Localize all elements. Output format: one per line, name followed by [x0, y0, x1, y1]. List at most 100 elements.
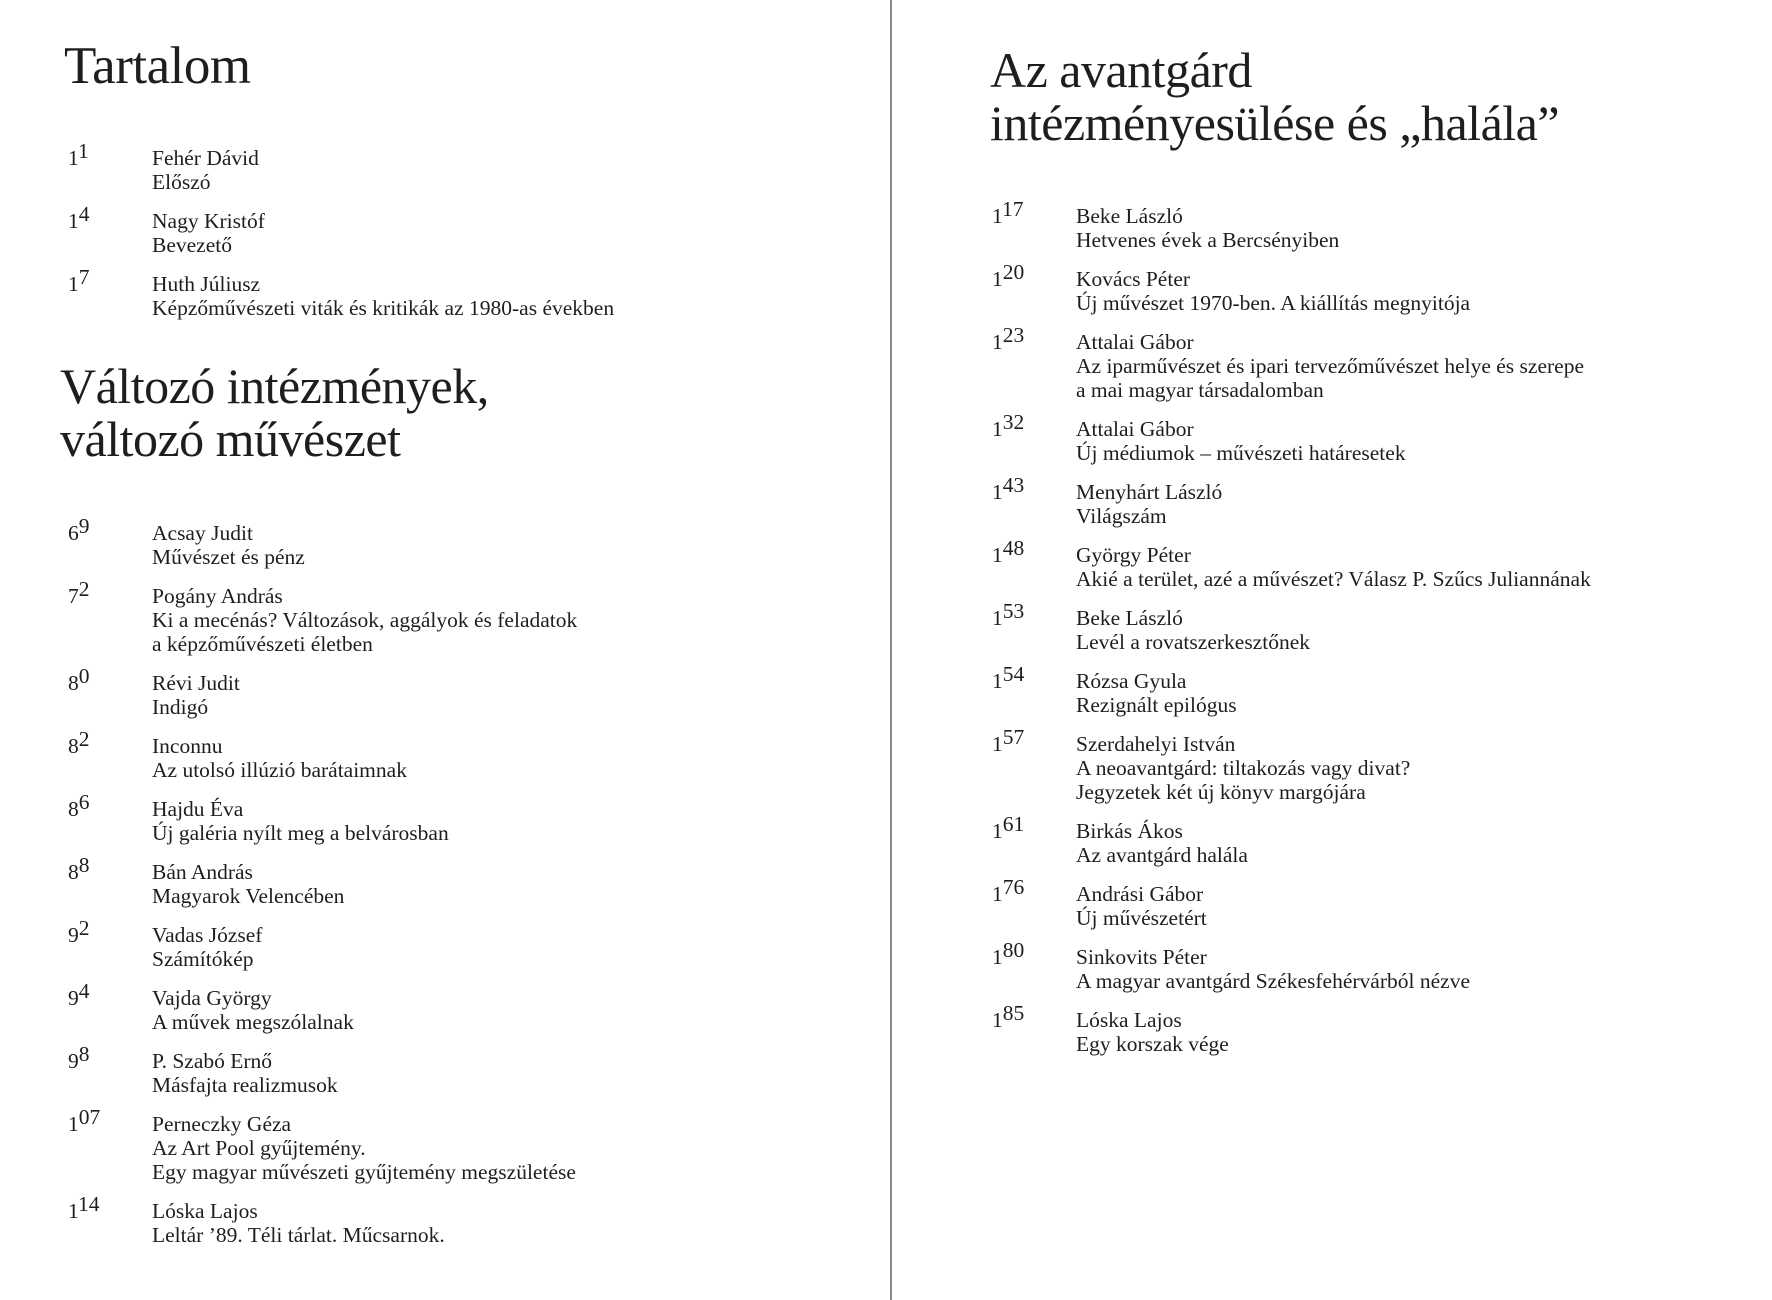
intro-entries: 11 Fehér Dávid Előszó 14 Nagy Kristóf Bevezet…: [66, 139, 614, 335]
toc-entry: 114 Lóska Lajos Leltár ’89. Téli tárlat. M…: [66, 1192, 577, 1247]
entry-author: Acsay Judit: [152, 521, 253, 545]
entry-title: Az Art Pool gyűjtemény.: [152, 1136, 366, 1160]
toc-entry: 82 Inconnu Az utolsó illúzió barátaimnak: [66, 727, 577, 782]
entry-author: Menyhárt László: [1076, 480, 1223, 504]
section2-entries: 117 Beke László Hetvenes évek a Bercsényib…: [990, 197, 1591, 1071]
entry-author: Huth Júliusz: [152, 272, 261, 296]
toc-entry: 88 Bán András Magyarok Velencében: [66, 853, 577, 908]
entry-author: Lóska Lajos: [152, 1199, 258, 1223]
page-number: 80: [68, 664, 90, 695]
entry-author: Pogány András: [152, 584, 283, 608]
page-number: 161: [992, 812, 1025, 843]
entry-title: Új művészet 1970-ben. A kiállítás megnyi…: [1076, 291, 1471, 315]
entry-title: Egy korszak vége: [1076, 1032, 1229, 1056]
page-number: 88: [68, 853, 90, 884]
toc-entry: 69 Acsay Judit Művészet és pénz: [66, 514, 577, 569]
entry-author: Sinkovits Péter: [1076, 945, 1207, 969]
entry-title: Magyarok Velencében: [152, 884, 345, 908]
page-number: 117: [992, 197, 1024, 228]
page-number: 107: [68, 1105, 101, 1136]
page-number: 120: [992, 260, 1025, 291]
entry-title: Ki a mecénás? Változások, aggályok és fe…: [152, 608, 578, 632]
page-number: 180: [992, 938, 1025, 969]
toc-entry: 176 Andrási Gábor Új művészetért: [990, 875, 1591, 930]
entry-title: Indigó: [152, 695, 209, 719]
entry-author: Vadas József: [152, 923, 263, 947]
section-title: Változó intézmények, változó művészet: [60, 360, 489, 466]
entry-title: Új művészetért: [1076, 906, 1207, 930]
page-number: 123: [992, 323, 1025, 354]
contents-title: Tartalom: [64, 37, 251, 95]
toc-entry: 86 Hajdu Éva Új galéria nyílt meg a belvár…: [66, 790, 577, 845]
entry-title: Előszó: [152, 170, 211, 194]
section1-entries: 69 Acsay Judit Művészet és pénz 72 Pogány An…: [66, 514, 578, 1262]
entry-author: Birkás Ákos: [1076, 819, 1183, 843]
toc-entry: 17 Huth Júliusz Képzőművészeti viták és kr…: [66, 265, 614, 320]
entry-author: Beke László: [1076, 204, 1183, 228]
page-gutter-divider: [890, 0, 892, 1300]
section-title-line: intézményesülése és „halála”: [990, 95, 1560, 151]
entry-title: a mai magyar társadalomban: [1076, 378, 1324, 402]
entry-author: Attalai Gábor: [1076, 417, 1194, 441]
entry-title: A művek megszólalnak: [152, 1010, 354, 1034]
page-number: 14: [68, 202, 90, 233]
toc-entry: 185 Lóska Lajos Egy korszak vége: [990, 1001, 1591, 1056]
page-number: 94: [68, 979, 90, 1010]
page-number: 72: [68, 577, 90, 608]
toc-entry: 117 Beke László Hetvenes évek a Bercsényib…: [990, 197, 1591, 252]
entry-title: Akié a terület, azé a művészet? Válasz P…: [1076, 567, 1591, 591]
toc-entry: 98 P. Szabó Ernő Másfajta realizmusok: [66, 1042, 577, 1097]
toc-entry: 92 Vadas József Számítókép: [66, 916, 577, 971]
page-number: 86: [68, 790, 90, 821]
toc-entry: 120 Kovács Péter Új művészet 1970-ben. A k…: [990, 260, 1591, 315]
entry-author: Fehér Dávid: [152, 146, 259, 170]
entry-author: Beke László: [1076, 606, 1183, 630]
entry-title: Levél a rovatszerkesztőnek: [1076, 630, 1310, 654]
entry-title: Másfajta realizmusok: [152, 1073, 338, 1097]
entry-title: Jegyzetek két új könyv margójára: [1076, 780, 1366, 804]
page-number: 98: [68, 1042, 90, 1073]
toc-entry: 148 György Péter Akié a terület, azé a műv…: [990, 536, 1591, 591]
entry-author: Perneczky Géza: [152, 1112, 292, 1136]
entry-title: A magyar avantgárd Székesfehérvárból néz…: [1076, 969, 1470, 993]
toc-entry: 180 Sinkovits Péter A magyar avantgárd Szé…: [990, 938, 1591, 993]
entry-title: Új médiumok – művészeti határesetek: [1076, 441, 1406, 465]
toc-entry: 94 Vajda György A művek megszólalnak: [66, 979, 577, 1034]
toc-entry: 80 Révi Judit Indigó: [66, 664, 577, 719]
page-number: 69: [68, 514, 90, 545]
toc-entry: 157 Szerdahelyi István A neoavantgárd: til…: [990, 725, 1591, 804]
toc-entry: 107 Perneczky Géza Az Art Pool gyűjtemény.…: [66, 1105, 577, 1184]
toc-entry: 154 Rózsa Gyula Rezignált epilógus: [990, 662, 1591, 717]
toc-entry: 143 Menyhárt László Világszám: [990, 473, 1591, 528]
toc-entry: 161 Birkás Ákos Az avantgárd halála: [990, 812, 1591, 867]
entry-title: Világszám: [1076, 504, 1167, 528]
toc-entry: 11 Fehér Dávid Előszó: [66, 139, 614, 194]
entry-title: Új galéria nyílt meg a belvárosban: [152, 821, 449, 845]
page-number: 154: [992, 662, 1025, 693]
entry-title: a képzőművészeti életben: [152, 632, 373, 656]
entry-author: Szerdahelyi István: [1076, 732, 1236, 756]
entry-title: Az utolsó illúzió barátaimnak: [152, 758, 407, 782]
page-number: 143: [992, 473, 1025, 504]
entry-title: Rezignált epilógus: [1076, 693, 1237, 717]
entry-author: Bán András: [152, 860, 253, 884]
section-title-line: változó művészet: [60, 411, 401, 467]
toc-entry: 14 Nagy Kristóf Bevezető: [66, 202, 614, 257]
page-number: 92: [68, 916, 90, 947]
entry-title: Bevezető: [152, 233, 232, 257]
toc-entry: 72 Pogány András Ki a mecénás? Változások,…: [66, 577, 578, 656]
entry-title: Az avantgárd halála: [1076, 843, 1248, 867]
entry-author: Lóska Lajos: [1076, 1008, 1182, 1032]
entry-author: Vajda György: [152, 986, 272, 1010]
page-number: 153: [992, 599, 1025, 630]
page-number: 114: [68, 1192, 100, 1223]
page-number: 157: [992, 725, 1025, 756]
entry-title: Leltár ’89. Téli tárlat. Műcsarnok.: [152, 1223, 445, 1247]
entry-title: Az iparművészet és ipari tervezőművészet…: [1076, 354, 1584, 378]
entry-author: Attalai Gábor: [1076, 330, 1194, 354]
entry-title: Számítókép: [152, 947, 254, 971]
page-number: 176: [992, 875, 1025, 906]
entry-author: Kovács Péter: [1076, 267, 1191, 291]
entry-author: Nagy Kristóf: [152, 209, 265, 233]
entry-title: Egy magyar művészeti gyűjtemény megszüle…: [152, 1160, 576, 1184]
